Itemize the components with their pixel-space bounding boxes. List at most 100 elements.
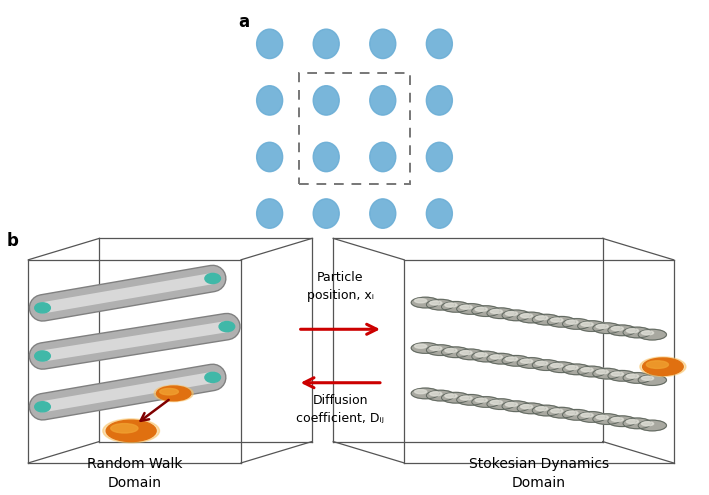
Ellipse shape <box>430 346 442 350</box>
Ellipse shape <box>154 385 193 401</box>
Bar <box>299 73 410 184</box>
Ellipse shape <box>103 419 160 443</box>
Ellipse shape <box>611 417 623 421</box>
Text: Stokesian Dynamics
Domain: Stokesian Dynamics Domain <box>469 457 609 490</box>
Ellipse shape <box>532 360 561 370</box>
Ellipse shape <box>415 390 427 394</box>
Ellipse shape <box>640 357 686 376</box>
Ellipse shape <box>593 323 621 334</box>
Ellipse shape <box>445 303 457 307</box>
Ellipse shape <box>623 327 652 338</box>
Ellipse shape <box>257 86 283 115</box>
Ellipse shape <box>623 418 652 429</box>
Ellipse shape <box>471 396 500 407</box>
Ellipse shape <box>426 299 454 310</box>
Ellipse shape <box>535 407 548 411</box>
Ellipse shape <box>490 309 503 313</box>
Ellipse shape <box>578 366 606 377</box>
Ellipse shape <box>160 389 179 395</box>
Ellipse shape <box>487 308 515 319</box>
Ellipse shape <box>562 319 591 329</box>
Ellipse shape <box>460 305 472 309</box>
Ellipse shape <box>642 358 683 375</box>
Ellipse shape <box>581 322 593 326</box>
Ellipse shape <box>471 306 500 316</box>
Ellipse shape <box>611 327 623 331</box>
Ellipse shape <box>551 363 563 367</box>
Ellipse shape <box>647 361 669 368</box>
Ellipse shape <box>642 331 654 335</box>
Ellipse shape <box>430 392 442 396</box>
Ellipse shape <box>611 372 623 376</box>
Ellipse shape <box>596 324 608 329</box>
Ellipse shape <box>475 307 487 311</box>
Ellipse shape <box>490 355 503 359</box>
Ellipse shape <box>35 402 50 412</box>
Ellipse shape <box>532 314 561 325</box>
Ellipse shape <box>535 316 548 320</box>
Ellipse shape <box>257 199 283 228</box>
Ellipse shape <box>626 329 639 333</box>
Ellipse shape <box>578 412 606 422</box>
Ellipse shape <box>370 29 396 58</box>
Ellipse shape <box>35 303 50 313</box>
Ellipse shape <box>520 314 532 318</box>
Ellipse shape <box>487 353 515 364</box>
Ellipse shape <box>35 351 50 361</box>
Text: a: a <box>238 13 250 31</box>
Ellipse shape <box>547 316 576 327</box>
Ellipse shape <box>111 424 138 433</box>
Ellipse shape <box>430 301 442 305</box>
Ellipse shape <box>638 329 666 340</box>
Ellipse shape <box>471 351 500 362</box>
Ellipse shape <box>566 366 578 370</box>
Ellipse shape <box>506 402 518 406</box>
Ellipse shape <box>581 368 593 372</box>
Ellipse shape <box>608 325 636 336</box>
Ellipse shape <box>426 199 452 228</box>
Ellipse shape <box>426 29 452 58</box>
Ellipse shape <box>205 273 220 284</box>
Ellipse shape <box>370 199 396 228</box>
Text: Particle
position, xᵢ: Particle position, xᵢ <box>307 271 374 302</box>
Ellipse shape <box>460 396 472 400</box>
Ellipse shape <box>535 361 548 365</box>
Ellipse shape <box>578 321 606 331</box>
Ellipse shape <box>426 86 452 115</box>
Ellipse shape <box>313 142 339 172</box>
Ellipse shape <box>626 420 639 424</box>
Ellipse shape <box>596 415 608 419</box>
Ellipse shape <box>313 29 339 58</box>
Ellipse shape <box>562 364 591 375</box>
Ellipse shape <box>411 388 440 399</box>
Ellipse shape <box>257 142 283 172</box>
Ellipse shape <box>445 394 457 398</box>
Ellipse shape <box>313 86 339 115</box>
Ellipse shape <box>626 374 639 378</box>
Ellipse shape <box>502 401 530 411</box>
Text: Diffusion
coefficient, Dᵢⱼ: Diffusion coefficient, Dᵢⱼ <box>296 394 384 425</box>
Ellipse shape <box>638 375 666 386</box>
Ellipse shape <box>623 373 652 383</box>
Ellipse shape <box>460 350 472 354</box>
Ellipse shape <box>593 414 621 424</box>
Ellipse shape <box>487 399 515 409</box>
Ellipse shape <box>475 398 487 402</box>
Ellipse shape <box>506 357 518 361</box>
Ellipse shape <box>642 376 654 380</box>
Ellipse shape <box>506 311 518 316</box>
Ellipse shape <box>547 362 576 373</box>
Ellipse shape <box>547 407 576 418</box>
Text: b: b <box>7 232 19 249</box>
Text: Random Walk
Domain: Random Walk Domain <box>87 457 182 490</box>
Ellipse shape <box>415 344 427 348</box>
Ellipse shape <box>370 142 396 172</box>
Ellipse shape <box>442 393 470 403</box>
Ellipse shape <box>411 343 440 353</box>
Ellipse shape <box>642 422 654 426</box>
Ellipse shape <box>517 403 545 414</box>
Ellipse shape <box>608 370 636 381</box>
Ellipse shape <box>219 322 235 332</box>
Ellipse shape <box>502 355 530 366</box>
Ellipse shape <box>566 320 578 324</box>
